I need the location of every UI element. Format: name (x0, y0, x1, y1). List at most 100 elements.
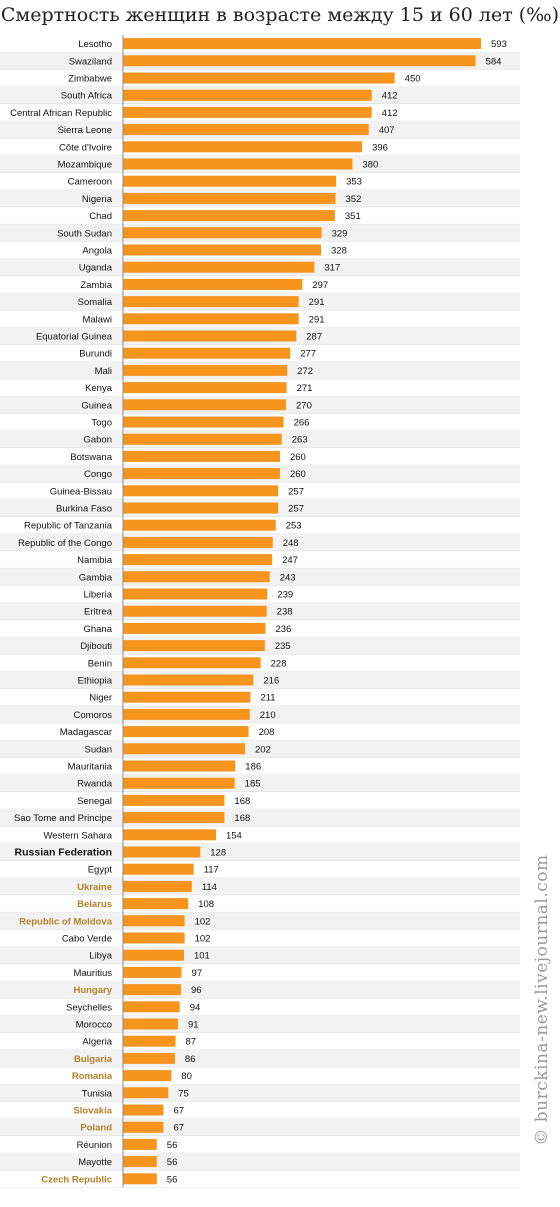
bar (123, 158, 353, 170)
category-label: Bulgaria (74, 1054, 113, 1065)
value-label: 216 (263, 676, 279, 687)
value-label: 396 (372, 142, 388, 153)
value-label: 202 (255, 744, 271, 755)
value-label: 56 (167, 1157, 178, 1168)
category-label: Cameroon (68, 177, 112, 188)
bar (123, 124, 369, 136)
category-label: South Africa (61, 91, 113, 102)
bar (123, 1104, 164, 1116)
bar (123, 89, 372, 101)
bar (123, 1173, 157, 1185)
value-label: 239 (277, 590, 293, 601)
bar (123, 1138, 157, 1150)
row-band (0, 1084, 520, 1102)
bar (123, 863, 194, 875)
bar (123, 536, 273, 548)
value-label: 412 (382, 108, 398, 119)
value-label: 97 (192, 968, 203, 979)
category-label: Djibouti (80, 641, 112, 652)
category-label: Western Sahara (44, 830, 113, 841)
bar (123, 571, 270, 583)
bars (123, 38, 481, 1185)
bar (123, 364, 288, 376)
category-label: Guinea-Bissau (50, 486, 112, 497)
bar (123, 949, 184, 961)
value-label: 235 (275, 641, 291, 652)
category-label: Zimbabwe (68, 74, 112, 85)
value-label: 236 (275, 624, 291, 635)
category-label: Niger (89, 693, 112, 704)
value-label: 270 (296, 400, 312, 411)
value-label: 91 (188, 1020, 199, 1031)
category-label: Benin (88, 658, 112, 669)
chart-title: Смертность женщин в возрасте между 15 и … (0, 4, 560, 26)
value-label: 380 (362, 160, 378, 171)
row-band (0, 946, 520, 964)
bar (123, 794, 225, 806)
value-label: 80 (181, 1071, 192, 1082)
category-labels: Lesotho Swaziland Zimbabwe South Africa Cent… (10, 39, 113, 1185)
bar (123, 502, 279, 514)
bar (123, 1052, 175, 1064)
category-label: Sierra Leone (58, 125, 112, 136)
category-label: Romania (72, 1071, 113, 1082)
bar (123, 192, 336, 204)
value-label: 260 (290, 469, 306, 480)
category-label: Rwanda (77, 779, 113, 790)
value-label: 96 (191, 985, 202, 996)
category-label: Swaziland (69, 56, 112, 67)
value-label: 266 (294, 418, 310, 429)
bar (123, 898, 189, 910)
bar (123, 210, 335, 222)
category-label: Cabo Verde (62, 934, 112, 945)
category-label: Mali (95, 366, 112, 377)
category-label: Sudan (85, 744, 112, 755)
watermark: © burckina-new.livejournal.com (532, 854, 552, 1146)
bar (123, 812, 225, 824)
value-label: 329 (332, 228, 348, 239)
value-label: 243 (280, 572, 296, 583)
value-label: 272 (297, 366, 313, 377)
value-label: 247 (282, 555, 298, 566)
category-label: Ghana (83, 624, 112, 635)
value-label: 238 (277, 607, 293, 618)
bar (123, 1070, 172, 1082)
value-label: 108 (198, 899, 214, 910)
category-label: Madagascar (60, 727, 112, 738)
bar (123, 691, 251, 703)
value-label: 257 (288, 486, 304, 497)
value-label: 228 (271, 658, 287, 669)
value-label: 248 (283, 538, 299, 549)
value-label: 56 (167, 1174, 178, 1185)
bar (123, 554, 273, 566)
bar (123, 468, 280, 480)
bar (123, 433, 282, 445)
value-label: 263 (292, 435, 308, 446)
category-label: Russian Federation (15, 847, 112, 859)
value-label: 287 (306, 332, 322, 343)
value-label: 86 (185, 1054, 196, 1065)
category-label: Tunisia (82, 1088, 113, 1099)
category-label: Equatorial Guinea (36, 332, 113, 343)
value-label: 168 (234, 813, 250, 824)
bar (123, 777, 235, 789)
category-label: Libya (89, 951, 112, 962)
value-label: 317 (324, 263, 340, 274)
bar (123, 38, 481, 50)
category-label: Republic of Moldova (19, 916, 113, 927)
category-label: Malawi (82, 314, 112, 325)
value-label: 117 (204, 865, 219, 876)
value-label: 450 (405, 74, 421, 85)
category-label: Mozambique (58, 160, 112, 171)
value-label: 291 (309, 297, 325, 308)
bar (123, 966, 182, 978)
bar (123, 330, 297, 342)
category-label: Hungary (73, 985, 112, 996)
category-label: Slovakia (73, 1106, 112, 1117)
category-label: Mauritius (73, 968, 112, 979)
bar (123, 932, 185, 944)
value-label: 297 (312, 280, 328, 291)
value-label: 253 (286, 521, 302, 532)
category-label: Republic of the Congo (18, 538, 112, 549)
bar (123, 278, 303, 290)
